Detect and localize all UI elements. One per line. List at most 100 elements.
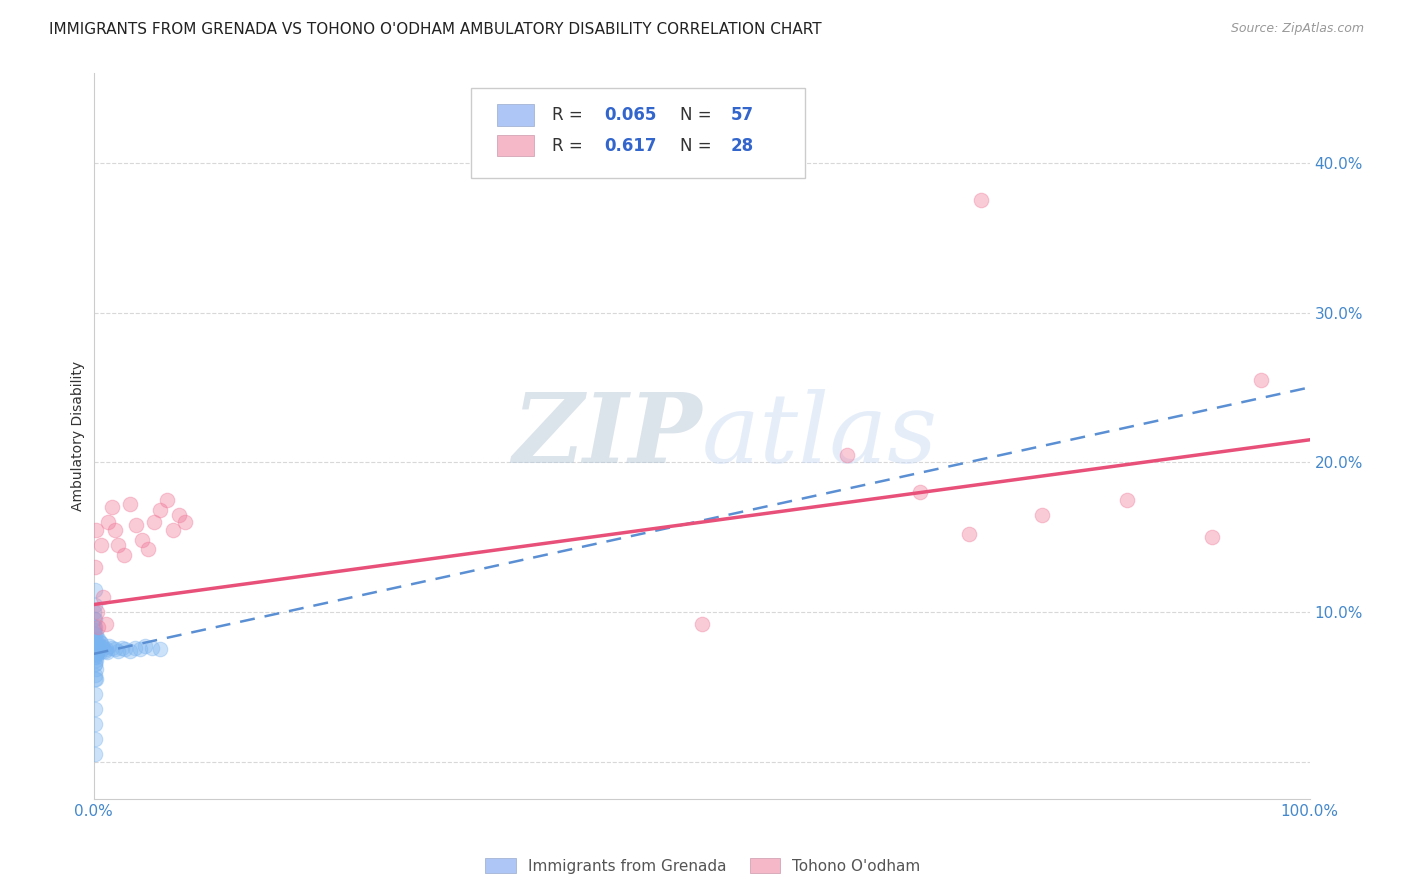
Point xyxy=(837,448,859,462)
Point xyxy=(84,627,107,641)
Point xyxy=(83,732,105,747)
Point xyxy=(93,644,115,658)
Point xyxy=(96,645,118,659)
Point xyxy=(83,623,105,637)
Point xyxy=(90,538,112,552)
Point xyxy=(86,605,108,619)
Point xyxy=(1031,508,1053,522)
Legend: Immigrants from Grenada, Tohono O'odham: Immigrants from Grenada, Tohono O'odham xyxy=(479,852,927,880)
Point xyxy=(84,657,107,672)
Point xyxy=(155,492,177,507)
Point xyxy=(957,527,980,541)
Point xyxy=(87,644,110,658)
Text: ZIP: ZIP xyxy=(512,389,702,483)
Point xyxy=(83,612,105,626)
Text: N =: N = xyxy=(679,136,717,154)
Point xyxy=(128,642,150,657)
Point xyxy=(84,673,107,687)
Text: N =: N = xyxy=(679,106,717,124)
Text: IMMIGRANTS FROM GRENADA VS TOHONO O'ODHAM AMBULATORY DISABILITY CORRELATION CHAR: IMMIGRANTS FROM GRENADA VS TOHONO O'ODHA… xyxy=(49,22,823,37)
FancyBboxPatch shape xyxy=(498,104,534,126)
Point xyxy=(94,642,117,657)
Text: R =: R = xyxy=(553,106,588,124)
Point xyxy=(86,647,108,661)
Point xyxy=(173,515,195,529)
Point xyxy=(87,632,110,646)
Point xyxy=(83,687,105,701)
Point xyxy=(86,635,108,649)
Point xyxy=(83,702,105,716)
Point xyxy=(141,640,163,655)
Point xyxy=(104,523,127,537)
Point xyxy=(162,523,184,537)
Point xyxy=(83,642,105,657)
Point xyxy=(136,542,159,557)
Point xyxy=(1250,373,1272,387)
Point xyxy=(101,500,124,515)
Point xyxy=(84,642,107,657)
Point xyxy=(94,617,117,632)
Point xyxy=(98,640,121,654)
Point xyxy=(86,645,108,659)
Point xyxy=(83,560,105,574)
Point xyxy=(84,649,107,664)
Point xyxy=(104,642,127,657)
Point xyxy=(1116,492,1139,507)
Point xyxy=(84,642,107,657)
Text: Source: ZipAtlas.com: Source: ZipAtlas.com xyxy=(1230,22,1364,36)
Point xyxy=(91,640,114,654)
Point xyxy=(83,673,105,687)
Point xyxy=(84,668,107,682)
Point xyxy=(690,617,713,632)
Point xyxy=(91,590,114,604)
Point xyxy=(167,508,190,522)
Point xyxy=(118,644,141,658)
Point xyxy=(97,515,120,529)
Point xyxy=(91,640,114,655)
Text: 0.065: 0.065 xyxy=(605,106,657,124)
Point xyxy=(84,662,107,676)
Point xyxy=(87,620,110,634)
Point xyxy=(83,582,105,597)
Point xyxy=(107,644,129,658)
Point xyxy=(84,653,107,667)
Point xyxy=(112,548,135,562)
Point xyxy=(970,193,993,207)
Point xyxy=(90,636,112,650)
Point xyxy=(149,503,172,517)
Text: 28: 28 xyxy=(731,136,754,154)
Y-axis label: Ambulatory Disability: Ambulatory Disability xyxy=(72,361,86,511)
Point xyxy=(149,642,172,657)
Point xyxy=(101,640,124,655)
Point xyxy=(89,645,111,659)
Text: atlas: atlas xyxy=(702,389,938,483)
Text: R =: R = xyxy=(553,136,593,154)
Point xyxy=(107,538,129,552)
Point xyxy=(83,612,105,626)
Text: 0.617: 0.617 xyxy=(605,136,657,154)
Point xyxy=(134,640,156,654)
Point xyxy=(89,635,111,649)
Point xyxy=(83,598,105,612)
FancyBboxPatch shape xyxy=(471,87,804,178)
Point xyxy=(118,497,141,511)
Point xyxy=(83,717,105,731)
Point xyxy=(84,647,107,661)
Point xyxy=(131,533,153,548)
Point xyxy=(1201,530,1223,544)
Point xyxy=(110,640,132,655)
Point xyxy=(83,657,105,672)
Point xyxy=(83,627,105,641)
Point xyxy=(84,523,107,537)
Point xyxy=(83,627,105,641)
Point xyxy=(125,518,148,533)
Point xyxy=(84,620,107,634)
Point xyxy=(83,747,105,762)
Point xyxy=(83,649,105,664)
Text: 57: 57 xyxy=(731,106,754,124)
Point xyxy=(910,485,932,500)
Point xyxy=(114,642,136,657)
Point xyxy=(84,638,107,652)
Point xyxy=(83,605,105,619)
Point xyxy=(87,638,110,652)
